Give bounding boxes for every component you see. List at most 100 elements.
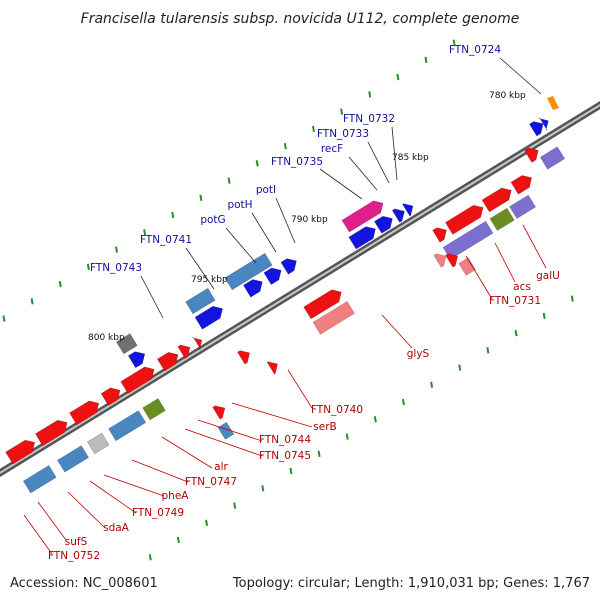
gene-label: FTN_0740 (311, 404, 363, 416)
leader-line (38, 502, 66, 540)
scale-tick-label: 790 kbp (291, 215, 328, 225)
scale-dot (150, 554, 151, 560)
gene-label: potI (256, 184, 276, 196)
leader-line (132, 460, 188, 482)
scale-dot (172, 212, 173, 218)
leader-line (368, 142, 389, 183)
scale-tick-label: 800 kbp (88, 333, 125, 343)
gene-label: sdaA (103, 522, 130, 534)
scale-dot (347, 434, 348, 440)
gene-feature (459, 258, 476, 276)
gene-label: FTN_0731 (489, 295, 541, 307)
scale-dot (426, 57, 427, 63)
gene-label: FTN_0745 (259, 450, 311, 462)
leader-line (495, 243, 515, 282)
leader-line (226, 228, 256, 263)
gene-feature (264, 268, 281, 285)
gene-feature (243, 280, 262, 298)
gene-feature (267, 362, 278, 374)
gene-feature (392, 209, 404, 223)
scale-dot (178, 537, 179, 543)
scale-tick-label: 780 kbp (489, 91, 526, 101)
scale-dot (459, 365, 460, 371)
scale-dot (229, 178, 230, 184)
scale-dot (262, 485, 263, 491)
scale-dot (369, 91, 370, 97)
leader-line (349, 157, 377, 190)
gene-feature (434, 254, 446, 267)
scale-dot (206, 520, 207, 526)
gene-label: FTN_0741 (140, 234, 192, 246)
gene-label: serB (313, 421, 336, 433)
leader-line (198, 420, 262, 441)
leader-line (232, 403, 312, 427)
scale-dot (234, 503, 235, 509)
scale-dot (285, 143, 286, 149)
scale-dot (313, 126, 314, 132)
scale-dot (319, 451, 320, 457)
gene-labels: 780 kbp 785 kbp 790 kbp 795 kbp 800 kbp FTN_0… (48, 44, 560, 562)
gene-feature (57, 446, 88, 473)
gene-feature (342, 201, 383, 232)
scale-dot (116, 247, 117, 253)
scale-dot (290, 468, 291, 474)
gene-label: alr (214, 461, 228, 473)
scale-dot (60, 281, 61, 287)
leader-line (68, 492, 104, 527)
leader-line (466, 256, 492, 299)
scale-dot (487, 347, 488, 353)
gene-feature (403, 204, 414, 217)
genome-stats-text: Topology: circular; Length: 1,910,031 bp… (232, 576, 590, 591)
gene-feature (23, 465, 56, 493)
map-title: Francisella tularensis subsp. novicida U… (81, 11, 520, 27)
leader-line (252, 213, 276, 252)
leader-line (320, 169, 362, 199)
gene-feature (446, 254, 458, 268)
gene-feature (511, 175, 532, 194)
scale-dot (200, 195, 201, 201)
gene-label: recF (321, 143, 343, 155)
leader-line (500, 58, 541, 94)
leader-line (288, 370, 312, 408)
scale-dot (431, 382, 432, 388)
leader-line (162, 437, 212, 468)
gene-feature (510, 195, 536, 218)
gene-label: potH (227, 199, 252, 211)
scale-dot (257, 160, 258, 166)
scale-dot (397, 74, 398, 80)
scale-dot (516, 330, 517, 336)
gene-label: FTN_0744 (259, 434, 311, 446)
leader-line (382, 315, 412, 348)
gene-feature (547, 96, 559, 110)
gene-feature (128, 352, 145, 368)
scale-dot (88, 264, 89, 270)
gene-label: acs (513, 281, 531, 293)
scale-dot (3, 316, 4, 322)
scale-tick-label: 785 kbp (392, 153, 429, 163)
scale-dot (341, 109, 342, 115)
gene-label: glyS (407, 348, 430, 360)
gene-label: FTN_0752 (48, 550, 100, 562)
gene-feature (540, 147, 564, 169)
scale-dot (375, 416, 376, 422)
gene-label: potG (200, 214, 225, 226)
scale-dot (403, 399, 404, 405)
gene-feature (490, 208, 514, 230)
gene-label: sufS (65, 536, 88, 548)
gene-label: pheA (162, 490, 190, 502)
scale-dot (32, 298, 33, 304)
gene-feature (213, 406, 225, 420)
gene-label: FTN_0743 (90, 262, 142, 274)
gene-feature (525, 148, 539, 163)
gene-feature (238, 351, 250, 365)
leader-line (523, 225, 546, 268)
scale-tick-label: 795 kbp (191, 275, 228, 285)
gene-label: FTN_0749 (132, 507, 184, 519)
gene-label: FTN_0733 (317, 128, 369, 140)
leader-line (141, 276, 163, 318)
gene-label: FTN_0724 (449, 44, 501, 56)
gene-feature (281, 259, 297, 275)
scale-dot (572, 296, 573, 302)
label-leader-lines (24, 58, 546, 554)
gene-label: FTN_0735 (271, 156, 323, 168)
